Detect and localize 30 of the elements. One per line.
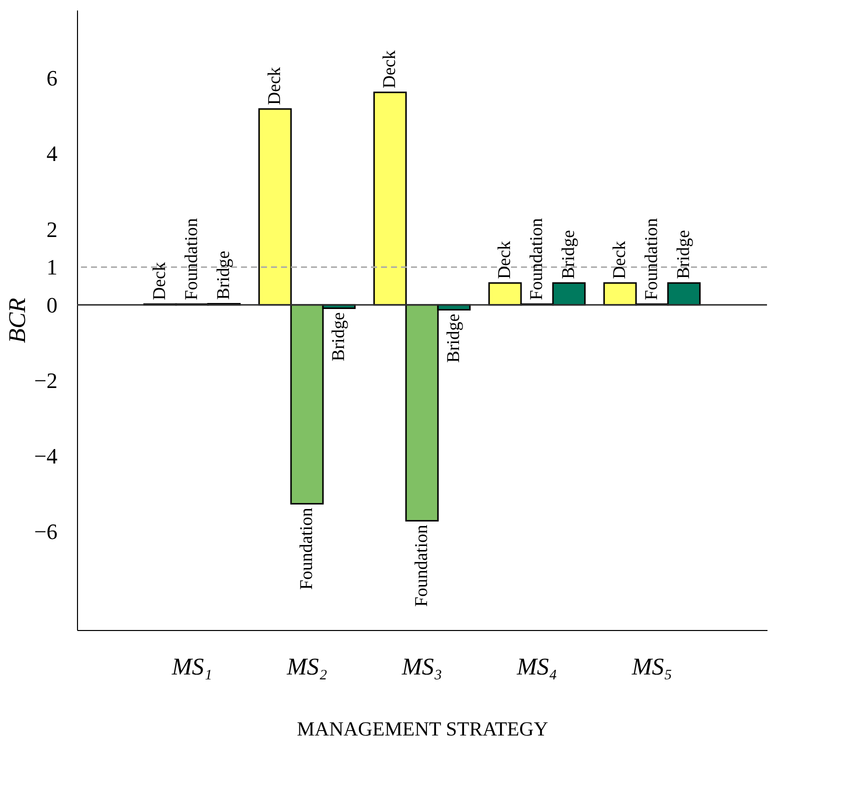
y-tick-label: 0 bbox=[46, 292, 58, 318]
y-tick-label: 6 bbox=[46, 66, 58, 91]
text: Foundation bbox=[296, 508, 316, 590]
x-tick-label: MS₂ bbox=[286, 654, 328, 680]
x-tick-label: MS₄ bbox=[516, 654, 558, 680]
text: Bridge bbox=[442, 314, 463, 363]
y-tick-label: −2 bbox=[34, 368, 58, 393]
text: Bridge bbox=[328, 312, 348, 362]
text: Bridge bbox=[672, 230, 693, 279]
y-tick-label: 1 bbox=[46, 254, 58, 280]
y-tick-label: −4 bbox=[34, 444, 58, 469]
text: Foundation bbox=[411, 524, 431, 607]
y-axis-title: BCR bbox=[5, 297, 32, 344]
x-tick-label: MS₃ bbox=[400, 654, 442, 680]
x-axis-title: MANAGEMENT STRATEGY bbox=[296, 718, 548, 740]
text: Bridge bbox=[558, 230, 578, 279]
text: Deck bbox=[379, 50, 400, 88]
y-tick-label: −6 bbox=[34, 519, 58, 544]
text: Deck bbox=[609, 240, 630, 279]
y-tick-label: 4 bbox=[46, 141, 58, 166]
text: Foundation bbox=[526, 218, 546, 300]
x-tick-label: MS₁ bbox=[170, 654, 212, 680]
text: Deck bbox=[149, 262, 170, 300]
text: Foundation bbox=[641, 218, 661, 300]
x-tick-label: MS₅ bbox=[630, 654, 672, 680]
text: Deck bbox=[264, 67, 284, 106]
text: Foundation bbox=[181, 218, 201, 300]
text: Deck bbox=[494, 240, 514, 279]
y-tick-label: 2 bbox=[46, 216, 58, 242]
text: Bridge bbox=[212, 250, 233, 300]
